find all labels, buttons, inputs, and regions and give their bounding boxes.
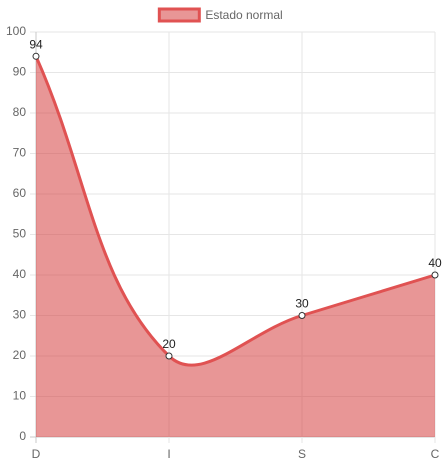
data-label: 40 <box>428 256 442 270</box>
y-tick-label: 10 <box>13 389 27 403</box>
x-tick-label: C <box>431 447 440 461</box>
y-tick-label: 40 <box>13 267 27 281</box>
data-label: 30 <box>295 297 309 311</box>
y-tick-label: 90 <box>13 65 27 79</box>
y-tick-label: 20 <box>13 348 27 362</box>
legend-label: Estado normal <box>205 8 282 22</box>
data-label: 94 <box>29 37 43 51</box>
y-tick-label: 100 <box>6 24 26 38</box>
point <box>431 271 439 279</box>
point <box>165 352 173 360</box>
data-label: 20 <box>162 337 176 351</box>
legend: Estado normal <box>157 7 283 23</box>
line <box>34 55 436 367</box>
x-tick-label: D <box>32 447 41 461</box>
area <box>36 56 435 438</box>
x-tick-label: I <box>167 447 170 461</box>
y-tick-label: 80 <box>13 105 27 119</box>
y-tick-label: 60 <box>13 186 27 200</box>
point <box>32 52 40 60</box>
y-tick-label: 70 <box>13 146 27 160</box>
y-tick-label: 50 <box>13 227 27 241</box>
point <box>298 312 306 319</box>
x-tick-label: S <box>298 447 306 461</box>
y-tick-label: 30 <box>13 308 27 322</box>
legend-swatch <box>157 7 201 23</box>
y-tick-label: 0 <box>19 429 26 443</box>
